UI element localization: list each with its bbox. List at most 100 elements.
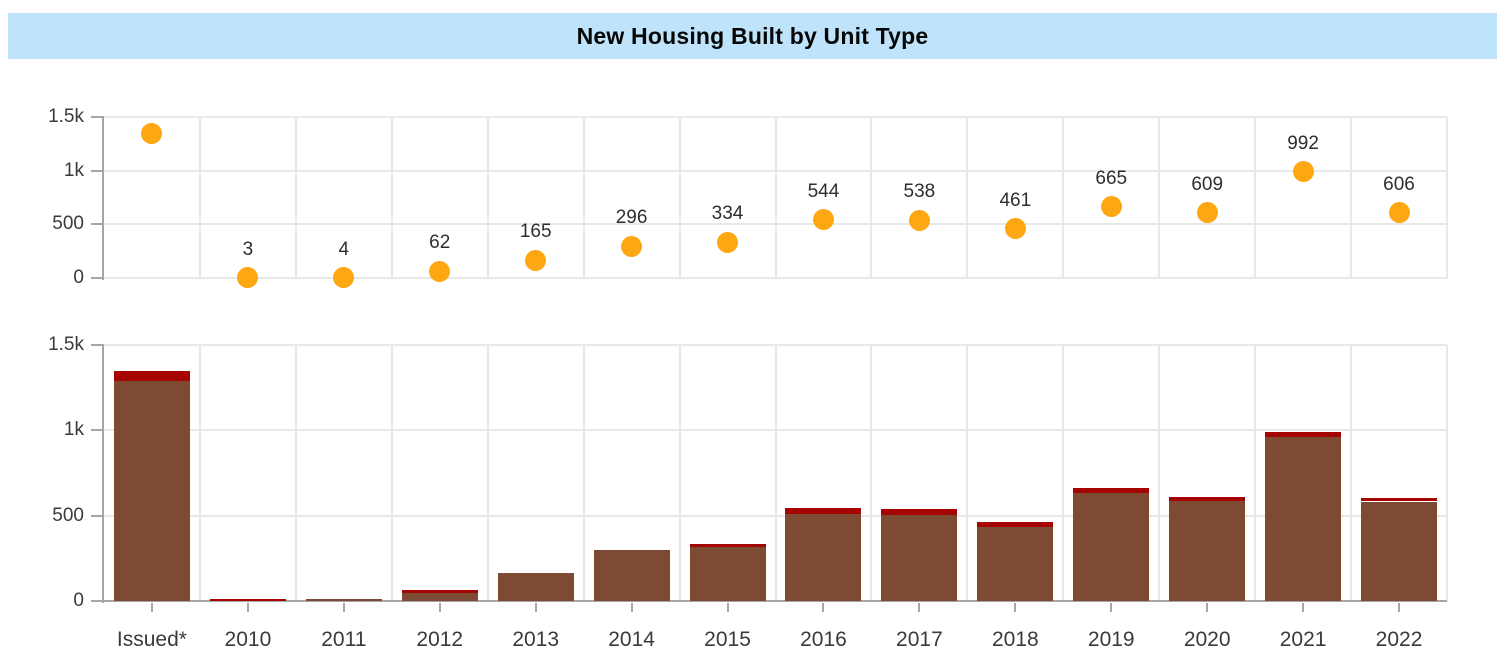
x-axis-label: Issued* xyxy=(116,628,187,651)
gridline-vertical xyxy=(486,345,489,601)
x-axis-tick xyxy=(246,603,249,612)
bar-segment-primary[interactable] xyxy=(113,380,190,601)
gridline-vertical xyxy=(390,117,393,278)
gridline-vertical xyxy=(1350,117,1353,278)
bar-segment-primary[interactable] xyxy=(305,599,382,601)
gridline-vertical xyxy=(198,117,201,278)
bar-segment-primary[interactable] xyxy=(977,527,1054,601)
chart-title: New Housing Built by Unit Type xyxy=(576,22,929,49)
gridline-vertical xyxy=(1062,345,1065,601)
y-axis-tick xyxy=(91,223,103,226)
bar-segment-secondary[interactable] xyxy=(401,590,478,593)
bar-segment-primary[interactable] xyxy=(1265,437,1342,601)
bar-segment-secondary[interactable] xyxy=(209,599,286,601)
scatter-point[interactable] xyxy=(333,267,355,289)
gridline-vertical xyxy=(870,345,873,601)
gridline-vertical xyxy=(198,345,201,601)
x-axis-tick xyxy=(726,603,729,612)
y-axis-tick xyxy=(91,514,103,517)
x-axis-label: 2017 xyxy=(896,628,943,651)
y-axis-label: 500 xyxy=(52,504,84,526)
point-label: 62 xyxy=(429,232,451,254)
y-axis-label: 1k xyxy=(63,159,84,181)
gridline-horizontal xyxy=(104,277,1447,279)
scatter-point[interactable] xyxy=(525,249,547,271)
gridline-vertical xyxy=(1350,345,1353,601)
bar-segment-primary[interactable] xyxy=(1073,493,1150,601)
gridline-vertical xyxy=(294,117,297,278)
scatter-point[interactable] xyxy=(908,209,930,231)
scatter-point[interactable] xyxy=(1388,202,1410,224)
y-axis-tick xyxy=(91,344,103,346)
bar-segment-secondary[interactable] xyxy=(881,509,958,515)
x-axis-tick xyxy=(438,603,441,612)
scatter-point[interactable] xyxy=(141,122,163,144)
y-axis-line xyxy=(102,116,104,280)
point-label: 3 xyxy=(242,238,254,260)
point-label: 538 xyxy=(903,181,936,203)
x-axis-label: 2022 xyxy=(1375,628,1423,651)
scatter-point[interactable] xyxy=(1100,196,1122,218)
bar-segment-primary[interactable] xyxy=(785,513,862,601)
scatter-point[interactable] xyxy=(812,209,834,231)
x-axis-tick xyxy=(150,603,153,612)
bar-segment-secondary[interactable] xyxy=(785,508,862,514)
x-axis-label: 2018 xyxy=(991,628,1039,651)
gridline-vertical xyxy=(678,345,681,601)
point-label: 4 xyxy=(338,238,350,260)
bar-segment-primary[interactable] xyxy=(401,592,478,601)
gridline-vertical xyxy=(870,117,873,278)
gridline-vertical xyxy=(1254,117,1257,278)
scatter-point[interactable] xyxy=(237,267,259,289)
scatter-point[interactable] xyxy=(621,235,643,257)
point-label: 165 xyxy=(519,221,552,243)
gridline-vertical xyxy=(774,345,777,601)
bar-segment-primary[interactable] xyxy=(1169,501,1246,601)
x-axis-label: 2012 xyxy=(416,628,464,651)
gridline-vertical xyxy=(486,117,489,278)
point-label: 334 xyxy=(711,203,744,225)
gridline-vertical xyxy=(1062,117,1065,278)
scatter-point[interactable] xyxy=(717,231,739,253)
gridline-vertical xyxy=(294,345,297,601)
bar-segment-secondary[interactable] xyxy=(1169,497,1246,502)
gridline-vertical xyxy=(1158,345,1161,601)
gridline-vertical xyxy=(966,117,969,278)
chart-header: New Housing Built by Unit Type xyxy=(8,13,1497,59)
x-axis-label: 2020 xyxy=(1183,628,1231,651)
gridline-vertical xyxy=(966,345,969,601)
gridline-vertical xyxy=(1446,345,1448,601)
bar-segment-primary[interactable] xyxy=(593,550,670,601)
bar-segment-primary[interactable] xyxy=(881,514,958,601)
bar-segment-primary[interactable] xyxy=(689,546,766,601)
bar-segment-secondary[interactable] xyxy=(1073,487,1150,494)
x-axis-label: 2010 xyxy=(224,628,272,651)
x-axis-label: 2013 xyxy=(512,628,560,651)
x-axis-tick xyxy=(342,603,345,612)
x-axis-label: 2015 xyxy=(704,628,751,651)
x-axis-tick xyxy=(1398,603,1401,612)
x-axis-label: 2021 xyxy=(1279,628,1327,651)
bar-segment-primary[interactable] xyxy=(497,572,574,601)
point-label: 992 xyxy=(1287,132,1319,154)
x-axis-tick xyxy=(630,603,633,612)
x-axis-tick xyxy=(1014,603,1017,612)
bar-segment-secondary[interactable] xyxy=(1265,431,1342,438)
gridline-vertical xyxy=(678,117,681,278)
x-axis-tick xyxy=(1302,603,1305,612)
scatter-point[interactable] xyxy=(1292,161,1314,183)
bar-segment-secondary[interactable] xyxy=(113,370,190,381)
y-axis-tick xyxy=(91,600,103,602)
scatter-point[interactable] xyxy=(429,260,451,282)
y-axis-label: 1.5k xyxy=(48,334,84,355)
scatter-point[interactable] xyxy=(1196,202,1218,224)
bar-segment-primary[interactable] xyxy=(1361,501,1438,601)
bar-segment-secondary[interactable] xyxy=(1361,497,1438,502)
x-axis-label: 2019 xyxy=(1087,628,1135,651)
bar-segment-secondary[interactable] xyxy=(977,522,1054,528)
gridline-vertical xyxy=(582,117,585,278)
y-axis-label: 1k xyxy=(63,419,84,441)
bar-segment-secondary[interactable] xyxy=(689,543,766,547)
scatter-point[interactable] xyxy=(1004,218,1026,240)
